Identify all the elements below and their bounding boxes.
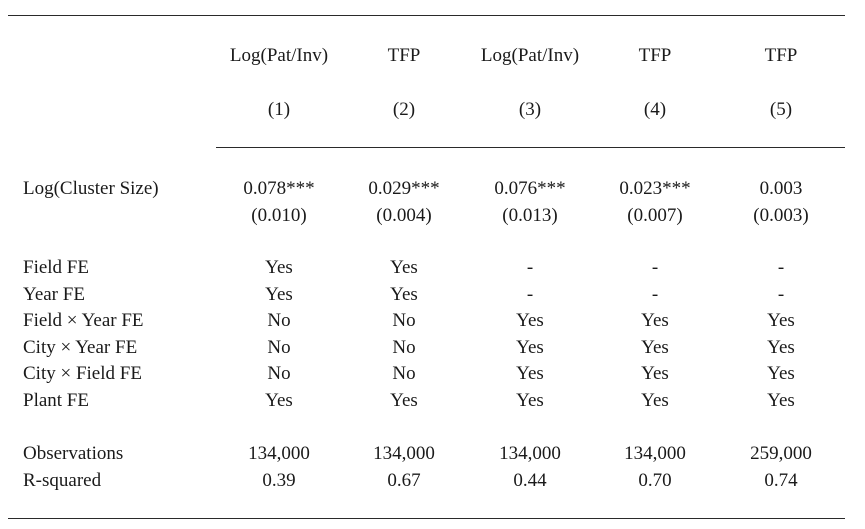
stat-cell: 134,000 [624,443,686,464]
column-header: Log(Pat/Inv) [480,45,580,66]
column-number: (1) [267,99,291,120]
fe-cell: - [777,257,785,278]
top-rule [8,15,845,16]
fe-cell: - [651,257,659,278]
fe-cell: Yes [767,390,795,411]
fe-cell: No [267,310,291,331]
stat-cell: 0.39 [262,470,296,491]
column-header: TFP [764,45,798,66]
stat-cell: 0.44 [513,470,547,491]
stat-cell: 134,000 [499,443,561,464]
fe-cell: No [392,337,416,358]
header-rule [216,147,845,148]
fe-cell: Yes [767,337,795,358]
row-label: Log(Cluster Size) [23,178,159,199]
row-label: Plant FE [23,390,89,411]
column-header: TFP [387,45,421,66]
std-error-cell: (0.003) [753,205,809,226]
stat-cell: 259,000 [750,443,812,464]
fe-cell: Yes [390,257,418,278]
row-label: Field FE [23,257,89,278]
coefficient-cell: 0.076*** [494,178,566,199]
fe-cell: No [392,363,416,384]
fe-cell: Yes [390,284,418,305]
fe-cell: - [777,284,785,305]
fe-cell: Yes [265,390,293,411]
fe-cell: Yes [641,337,669,358]
fe-cell: Yes [265,284,293,305]
coefficient-cell: 0.078*** [243,178,315,199]
fe-cell: Yes [641,310,669,331]
column-number: (2) [392,99,416,120]
coefficient-cell: 0.023*** [619,178,691,199]
fe-cell: Yes [767,363,795,384]
column-number: (5) [769,99,793,120]
fe-cell: No [267,363,291,384]
row-label: Field × Year FE [23,310,144,331]
std-error-cell: (0.004) [376,205,432,226]
coefficient-cell: 0.003 [759,178,803,199]
stat-cell: 0.74 [764,470,798,491]
std-error-cell: (0.007) [627,205,683,226]
fe-cell: Yes [265,257,293,278]
fe-cell: Yes [516,390,544,411]
stat-cell: 134,000 [373,443,435,464]
stat-cell: 134,000 [248,443,310,464]
std-error-cell: (0.010) [251,205,307,226]
fe-cell: No [267,337,291,358]
fe-cell: Yes [516,310,544,331]
column-number: (3) [518,99,542,120]
fe-cell: Yes [641,390,669,411]
bottom-rule [8,518,845,519]
stat-cell: 0.67 [387,470,421,491]
row-label: City × Field FE [23,363,142,384]
row-label: R-squared [23,470,102,491]
column-number: (4) [643,99,667,120]
row-label: Year FE [23,284,85,305]
fe-cell: No [392,310,416,331]
fe-cell: Yes [767,310,795,331]
fe-cell: - [651,284,659,305]
fe-cell: Yes [516,337,544,358]
column-header: Log(Pat/Inv) [229,45,329,66]
row-label: Observations [23,443,124,464]
std-error-cell: (0.013) [502,205,558,226]
row-label: City × Year FE [23,337,138,358]
fe-cell: Yes [390,390,418,411]
fe-cell: Yes [641,363,669,384]
column-header: TFP [638,45,672,66]
coefficient-cell: 0.029*** [368,178,440,199]
stat-cell: 0.70 [638,470,672,491]
fe-cell: - [526,284,534,305]
fe-cell: - [526,257,534,278]
fe-cell: Yes [516,363,544,384]
